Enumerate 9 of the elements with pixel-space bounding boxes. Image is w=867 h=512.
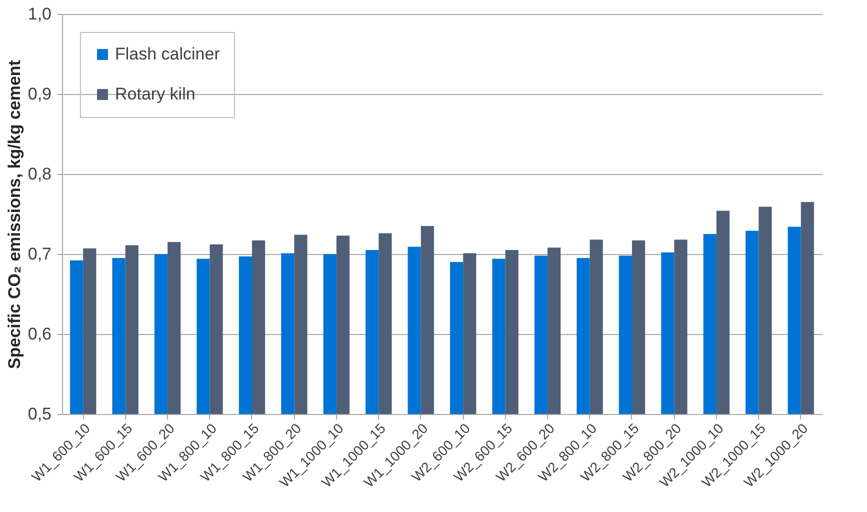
y-tick-label: 1,0 — [28, 4, 52, 24]
y-tick-label: 0,6 — [28, 324, 52, 344]
y-tick-label: 0,7 — [28, 244, 52, 264]
y-tick-label: 0,9 — [28, 84, 52, 104]
legend-label: Flash calciner — [115, 44, 220, 64]
y-axis-title: Specific CO₂ emissions, kg/kg cement — [4, 60, 24, 369]
y-tick-label: 0,8 — [28, 164, 52, 184]
y-tick-label: 0,5 — [28, 404, 52, 424]
legend-label: Rotary kiln — [115, 84, 196, 104]
